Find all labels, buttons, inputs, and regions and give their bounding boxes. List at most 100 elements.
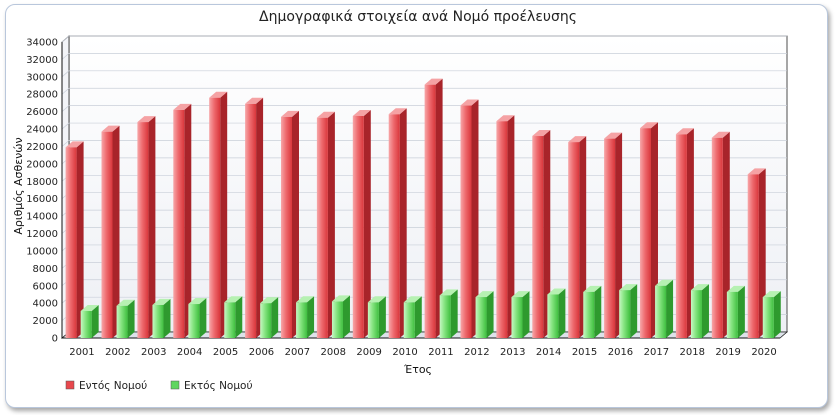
bar-ektos-nomou: [655, 279, 674, 338]
bar-side: [199, 298, 207, 338]
bar-top: [101, 125, 120, 132]
bar-side: [399, 108, 407, 339]
bar-ektos-nomou: [475, 291, 494, 338]
bar-top: [547, 288, 566, 295]
bar-top: [639, 122, 658, 129]
bar-side: [450, 289, 458, 338]
bar-entos-nomou: [65, 141, 84, 338]
bar-top: [568, 136, 587, 143]
x-tick-label: 2002: [105, 347, 130, 358]
bar-entos-nomou: [173, 103, 192, 338]
bar-side: [558, 288, 566, 338]
y-tick-label: 32000: [26, 55, 58, 66]
bar-top: [224, 296, 243, 303]
bar-ektos-nomou: [439, 289, 458, 338]
gridline-side: [61, 122, 70, 130]
bar-top: [619, 284, 638, 291]
bar-side: [378, 296, 386, 338]
legend-item: Εντός Νομού: [65, 380, 147, 392]
bar-top: [331, 295, 350, 302]
bar-front: [173, 109, 185, 338]
bar-entos-nomou: [316, 111, 335, 338]
bar-front: [762, 297, 774, 338]
x-tick-label: 2008: [321, 347, 346, 358]
legend-item: Εκτός Νομού: [170, 380, 253, 392]
y-tick-label: 12000: [26, 229, 58, 240]
y-tick-label: 22000: [26, 142, 58, 153]
bar-front: [568, 142, 580, 338]
bar-front: [224, 302, 236, 338]
y-tick-label: 30000: [26, 72, 58, 83]
bar-top: [260, 297, 279, 304]
bar-ektos-nomou: [152, 298, 171, 338]
bar-side: [686, 128, 694, 338]
legend-swatch: [170, 380, 180, 390]
bar-top: [439, 289, 458, 296]
bar-front: [424, 84, 436, 339]
bar-top: [711, 131, 730, 138]
bar-top: [188, 298, 207, 305]
x-tick-label: 2017: [644, 347, 669, 358]
bar-front: [439, 295, 451, 338]
y-tick-label: 34000: [26, 38, 58, 49]
bar-side: [76, 141, 84, 338]
bar-front: [209, 97, 221, 338]
y-tick-label: 4000: [33, 299, 58, 310]
bar-front: [496, 121, 508, 338]
bar-top: [403, 296, 422, 303]
bar-side: [220, 91, 228, 338]
bar-front: [690, 290, 702, 338]
bar-entos-nomou: [460, 99, 479, 338]
x-tick-label: 2019: [715, 347, 740, 358]
y-tick-label: 10000: [26, 246, 58, 257]
bar-side: [486, 291, 494, 338]
bar-front: [604, 138, 616, 338]
bar-front: [101, 131, 113, 338]
bar-top: [152, 298, 171, 305]
bar-side: [291, 110, 299, 338]
bar-entos-nomou: [675, 128, 694, 338]
bar-side: [327, 111, 335, 338]
y-tick-label: 14000: [26, 212, 58, 223]
bar-entos-nomou: [568, 136, 587, 338]
bar-front: [116, 305, 128, 338]
bar-top: [209, 91, 228, 98]
bar-front: [65, 147, 77, 338]
bar-ektos-nomou: [619, 284, 638, 338]
bar-side: [112, 125, 120, 338]
bar-entos-nomou: [532, 130, 551, 338]
x-tick-label: 2003: [141, 347, 166, 358]
bar-top: [726, 285, 745, 292]
x-tick-label: 2013: [500, 347, 525, 358]
bar-ektos-nomou: [762, 291, 781, 338]
bar-top: [173, 103, 192, 110]
bar-top: [675, 128, 694, 135]
bar-front: [245, 103, 257, 338]
bar-front: [511, 297, 523, 338]
bar-side: [773, 291, 781, 338]
legend-label: Εντός Νομού: [79, 380, 147, 392]
x-axis-title: Έτος: [403, 363, 432, 376]
y-tick-label: 0: [52, 334, 58, 345]
bar-side: [363, 110, 371, 338]
bar-front: [316, 117, 328, 338]
x-tick-label: 2001: [69, 347, 94, 358]
bar-side: [271, 297, 279, 338]
bar-ektos-nomou: [367, 296, 386, 338]
bar-front: [475, 297, 487, 338]
bar-front: [619, 290, 631, 338]
bar-front: [547, 294, 559, 338]
bar-side: [91, 305, 99, 338]
y-tick-label: 8000: [33, 264, 58, 275]
bar-top: [475, 291, 494, 298]
bar-ektos-nomou: [224, 296, 243, 338]
bar-side: [630, 284, 638, 338]
bar-front: [583, 291, 595, 338]
y-tick-label: 26000: [26, 107, 58, 118]
bar-entos-nomou: [101, 125, 120, 338]
bar-front: [403, 302, 415, 338]
bar-ektos-nomou: [331, 295, 350, 338]
bar-front: [367, 302, 379, 338]
gridline-side: [61, 87, 70, 95]
bar-side: [127, 299, 135, 338]
